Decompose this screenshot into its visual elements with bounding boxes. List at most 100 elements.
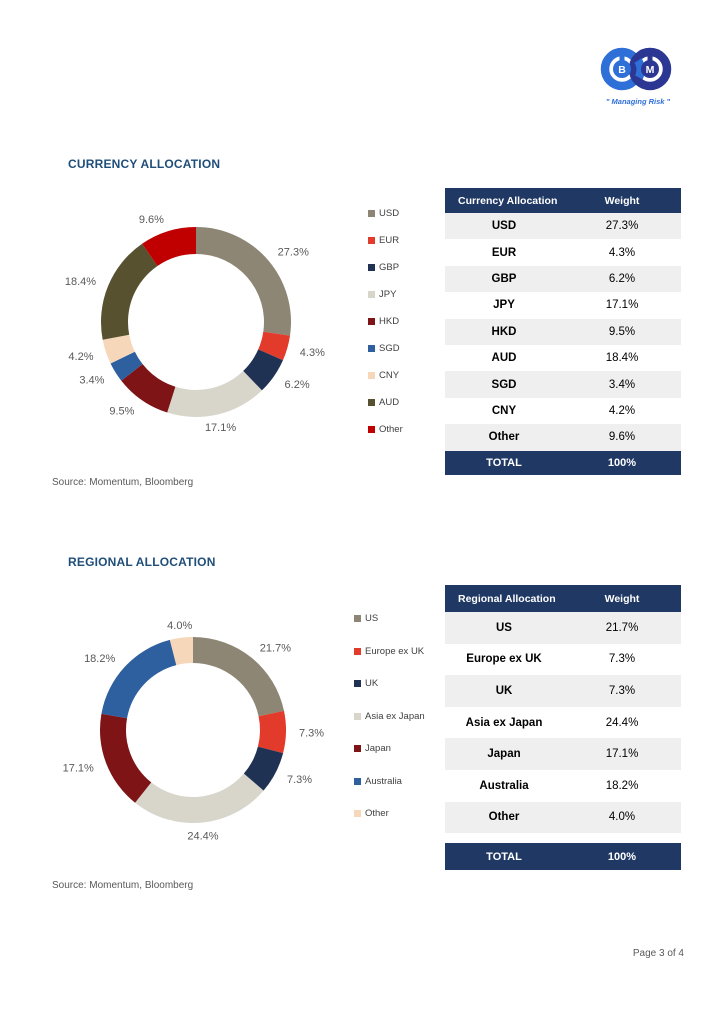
legend-label: AUD bbox=[379, 397, 400, 408]
donut-slice-australia bbox=[101, 639, 177, 719]
donut-slice-jpy bbox=[167, 370, 262, 417]
donut-slice-us bbox=[193, 637, 285, 717]
table-cell-label: Currency Allocation bbox=[458, 194, 558, 207]
source-note-regional: Source: Momentum, Bloomberg bbox=[52, 880, 194, 891]
donut-slice-other bbox=[169, 637, 193, 666]
table-cell-label: US bbox=[496, 621, 512, 634]
legend-item-jpy: JPY bbox=[368, 289, 428, 301]
legend-label: US bbox=[365, 613, 379, 624]
table-cell-label: CNY bbox=[491, 404, 517, 417]
logo-letter-m: M bbox=[646, 64, 655, 76]
table-cell-weight: 9.5% bbox=[608, 325, 636, 338]
legend-label: Other bbox=[379, 424, 403, 435]
slice-label-asia-ex-japan: 24.4% bbox=[187, 831, 218, 843]
table-cell-label: GBP bbox=[491, 272, 517, 285]
logo-letter-b: B bbox=[618, 64, 626, 76]
table-row: GBP 6.2% bbox=[445, 265, 681, 293]
table-cell-weight: 7.3% bbox=[608, 653, 636, 666]
legend-label: Asia ex Japan bbox=[365, 710, 425, 722]
table-cell-label: TOTAL bbox=[486, 850, 522, 863]
table-cell-weight: 4.0% bbox=[608, 811, 636, 824]
legend-item-australia: Australia bbox=[354, 776, 428, 788]
table-cell-label: TOTAL bbox=[486, 456, 522, 469]
slice-label-sgd: 3.4% bbox=[79, 374, 104, 386]
legend-item-eur: EUR bbox=[368, 235, 428, 247]
table-cell-weight: 7.3% bbox=[608, 684, 636, 697]
company-logo: B M " Managing Risk " bbox=[596, 44, 680, 106]
table-cell-weight: 100% bbox=[607, 456, 637, 469]
legend-swatch-icon bbox=[368, 426, 375, 433]
table-cell-label: Regional Allocation bbox=[458, 592, 556, 605]
table-row: Europe ex UK 7.3% bbox=[445, 644, 681, 676]
legend-item-other: Other bbox=[354, 808, 428, 820]
slice-label-gbp: 6.2% bbox=[285, 379, 310, 391]
section-title-regional: REGIONAL ALLOCATION bbox=[68, 555, 216, 569]
table-cell-weight: 21.7% bbox=[605, 621, 639, 634]
table-cell-weight: 27.3% bbox=[605, 220, 639, 233]
legend-item-aud: AUD bbox=[368, 397, 428, 409]
donut-slice-sgd bbox=[110, 351, 143, 381]
slice-label-eur: 4.3% bbox=[300, 347, 325, 359]
legend-label: EUR bbox=[379, 235, 400, 246]
currency-donut-chart: 27.3% 4.3% 6.2% 17.1% 9.5% 3.4% 4.2% 18.4% 9.6% bbox=[65, 214, 325, 434]
donut-slice-eur bbox=[258, 331, 291, 361]
slice-label-jpy: 17.1% bbox=[205, 422, 236, 434]
table-cell-label: Asia ex Japan bbox=[465, 716, 543, 729]
table-cell-label: Australia bbox=[479, 779, 529, 792]
table-row: JPY 17.1% bbox=[445, 292, 681, 318]
legend-swatch-icon bbox=[354, 810, 361, 817]
legend-swatch-icon bbox=[368, 345, 375, 352]
donut-slice-asia-ex-japan bbox=[135, 773, 264, 823]
table-cell-label: Europe ex UK bbox=[466, 653, 542, 666]
table-row: CNY 4.2% bbox=[445, 398, 681, 424]
table-row: AUD 18.4% bbox=[445, 345, 681, 371]
table-cell-weight: Weight bbox=[604, 592, 640, 605]
table-header-row: Currency Allocation Weight bbox=[445, 188, 681, 213]
legend-swatch-icon bbox=[368, 399, 375, 406]
table-header-row: Regional Allocation Weight bbox=[445, 585, 681, 612]
slice-label-other: 9.6% bbox=[139, 214, 164, 226]
table-cell-label: JPY bbox=[493, 299, 515, 312]
legend-item-gbp: GBP bbox=[368, 262, 428, 274]
source-note-currency: Source: Momentum, Bloomberg bbox=[52, 477, 194, 488]
legend-swatch-icon bbox=[368, 264, 375, 271]
legend-item-europe-ex-uk: Europe ex UK bbox=[354, 646, 428, 658]
table-cell-label: Other bbox=[488, 431, 520, 444]
table-row: Australia 18.2% bbox=[445, 770, 681, 802]
legend-label: Other bbox=[365, 808, 389, 819]
legend-item-hkd: HKD bbox=[368, 316, 428, 328]
donut-slice-europe-ex-uk bbox=[257, 710, 286, 754]
table-cell-weight: 17.1% bbox=[605, 299, 639, 312]
table-row: SGD 3.4% bbox=[445, 371, 681, 398]
table-cell-label: HKD bbox=[491, 325, 517, 338]
currency-legend: USD EUR GBP JPY HKD SGD CNY AUD Other bbox=[368, 208, 428, 451]
table-row: Japan 17.1% bbox=[445, 738, 681, 770]
table-row: HKD 9.5% bbox=[445, 318, 681, 345]
table-cell-label: EUR bbox=[491, 246, 517, 259]
table-cell-label: AUD bbox=[491, 352, 517, 365]
legend-label: Japan bbox=[365, 743, 391, 754]
donut-slice-usd bbox=[196, 227, 291, 336]
legend-label: GBP bbox=[379, 262, 400, 273]
table-cell-weight: 4.3% bbox=[608, 246, 636, 259]
slice-label-hkd: 9.5% bbox=[109, 406, 134, 418]
table-cell-weight: 24.4% bbox=[605, 716, 639, 729]
legend-label: USD bbox=[379, 208, 400, 219]
legend-item-cny: CNY bbox=[368, 370, 428, 382]
donut-slice-aud bbox=[101, 243, 158, 340]
legend-item-uk: UK bbox=[354, 678, 428, 690]
legend-swatch-icon bbox=[354, 712, 361, 720]
table-row: USD 27.3% bbox=[445, 213, 681, 240]
table-cell-weight: Weight bbox=[604, 194, 640, 207]
table-cell-weight: 18.4% bbox=[605, 352, 639, 365]
table-cell-weight: 4.2% bbox=[608, 404, 636, 417]
table-total-row: TOTAL 100% bbox=[445, 843, 681, 871]
legend-swatch-icon bbox=[354, 647, 361, 655]
table-row: Other 9.6% bbox=[445, 424, 681, 451]
donut-slice-other bbox=[142, 227, 196, 266]
bm-logo-icon: B M bbox=[600, 47, 672, 91]
regional-donut-chart: 21.7% 7.3% 7.3% 24.4% 17.1% 18.2% 4.0% bbox=[63, 620, 325, 843]
table-cell-label: Japan bbox=[487, 748, 521, 761]
table-cell-weight: 3.4% bbox=[608, 378, 636, 391]
